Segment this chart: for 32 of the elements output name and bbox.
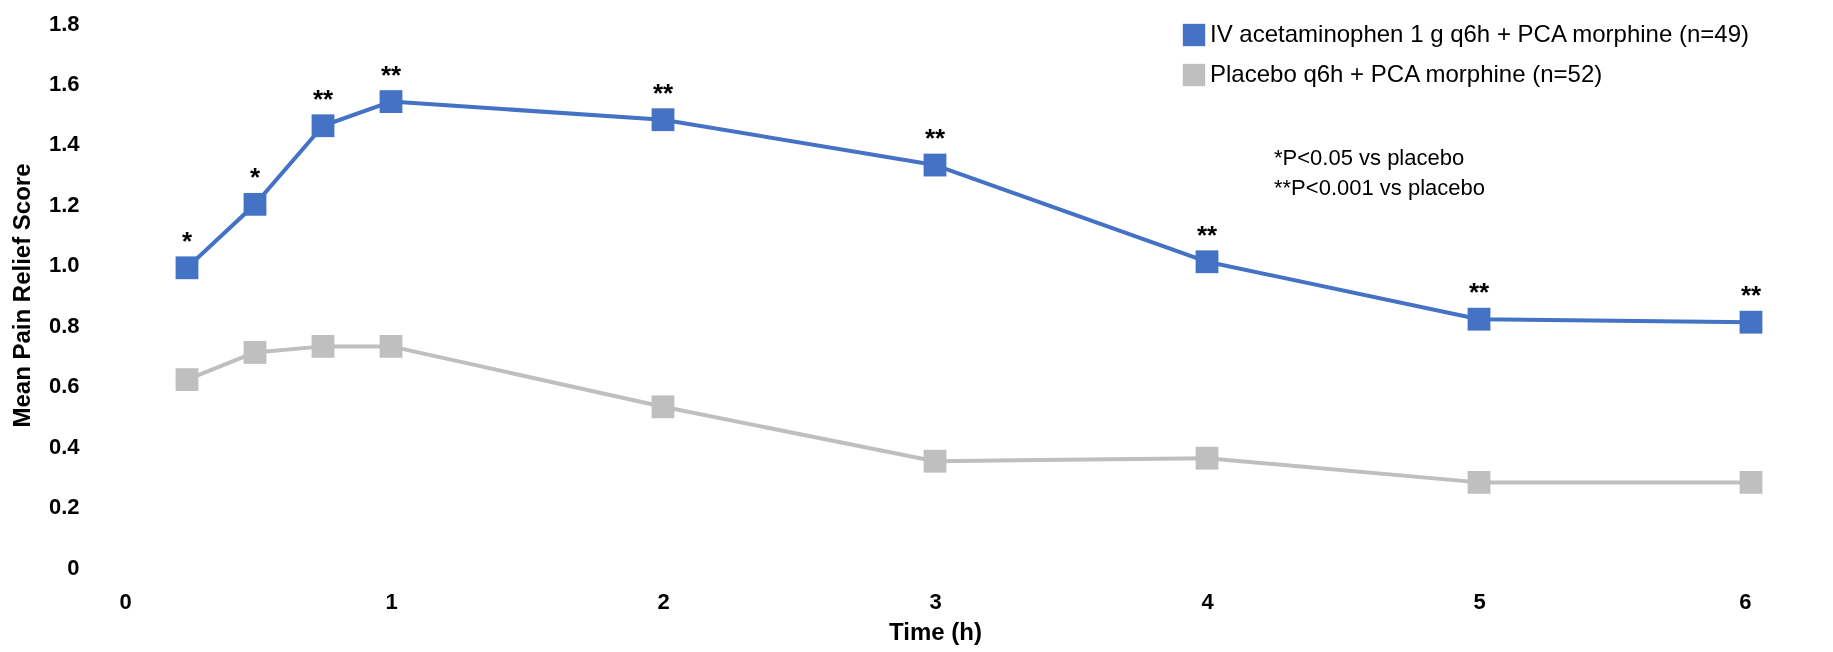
y-tick-label: 0.6 [48,373,80,399]
y-tick-label: 0 [67,554,80,580]
x-tick-label: 3 [929,588,942,614]
x-tick-label: 2 [657,588,670,614]
y-tick-label: 1.4 [48,131,81,157]
legend-label: Placebo q6h + PCA morphine (n=52) [1210,60,1603,87]
annotation: * [249,162,261,193]
x-tick-label: 4 [1201,588,1215,614]
y-tick-label: 1.6 [48,70,80,96]
x-tick-label: 0 [119,588,132,614]
x-tick-label: 6 [1739,588,1752,614]
annotation: ** [1196,219,1218,250]
annotation: ** [924,123,946,154]
x-axis-title: Time (h) [889,617,982,645]
annotation: * [181,225,193,256]
annotation: ** [312,83,334,114]
annotation: **P<0.001 vs placebo [1274,175,1485,200]
y-tick-label: 1.2 [48,191,80,217]
annotation: ** [1740,280,1762,311]
y-tick-label: 0.2 [48,494,80,520]
y-tick-label: 0.4 [48,433,81,459]
x-tick-label: 5 [1473,588,1486,614]
annotation: ** [380,59,402,90]
y-tick-label: 1.0 [48,252,80,278]
annotation: ** [652,77,674,108]
legend-label: IV acetaminophen 1 g q6h + PCA morphine (n=49) [1210,20,1750,47]
x-tick-label: 1 [385,588,398,614]
annotation: ** [1468,277,1490,308]
annotation: *P<0.05 vs placebo [1274,145,1465,170]
y-tick-label: 1.8 [48,10,80,36]
y-axis-title: Mean Pain Relief Score [7,163,35,428]
y-tick-label: 0.8 [48,312,80,338]
